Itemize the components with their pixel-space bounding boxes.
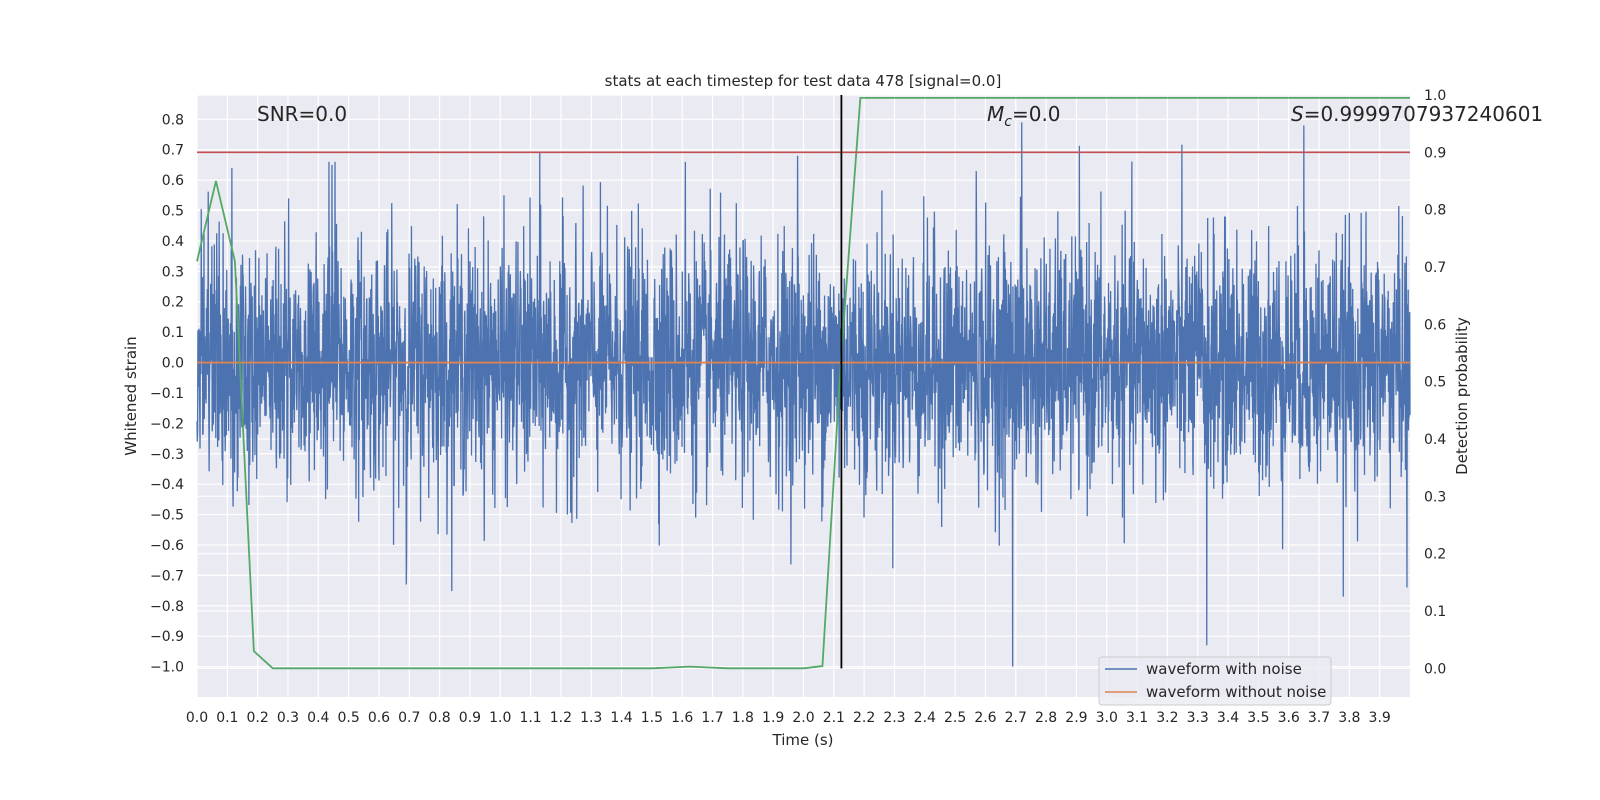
y2-tick-label: 0.7: [1424, 260, 1446, 276]
y-tick-label: 0.4: [162, 234, 184, 250]
x-tick-label: 0.9: [459, 710, 481, 726]
s-symbol: S: [1291, 102, 1304, 126]
y-tick-label: 0.5: [162, 204, 184, 220]
x-tick-label: 0.2: [247, 710, 269, 726]
legend: waveform with noise waveform without noi…: [1098, 656, 1332, 706]
x-tick-label: 0.8: [428, 710, 450, 726]
series-waveform-with-noise: [196, 122, 1411, 667]
s-value: =0.9999707937240601: [1304, 102, 1543, 126]
y-tick-label: −0.2: [150, 416, 184, 432]
y2-axis-label: Detection probability: [1453, 317, 1471, 475]
x-tick-label: 1.2: [550, 710, 572, 726]
x-tick-label: 3.9: [1369, 710, 1391, 726]
x-tick-label: 2.0: [792, 710, 814, 726]
y2-tick-label: 0.9: [1424, 145, 1446, 161]
chart-title: stats at each timestep for test data 478…: [605, 72, 1002, 90]
x-tick-label: 3.2: [1156, 710, 1178, 726]
mc-annotation: Mc=0.0: [987, 102, 1061, 130]
x-axis-label: Time (s): [772, 731, 834, 749]
x-tick-label: 2.9: [1065, 710, 1087, 726]
y2-tick-label: 0.6: [1424, 317, 1446, 333]
y-tick-label: −0.8: [150, 599, 184, 615]
x-tick-label: 3.6: [1278, 710, 1300, 726]
y-tick-label: 0.2: [162, 295, 184, 311]
y-tick-label: 0.7: [162, 143, 184, 159]
y-tick-label: −0.5: [150, 508, 184, 524]
y-tick-label: −0.9: [150, 629, 184, 645]
y-axis-label: Whitened strain: [122, 336, 140, 455]
x-tick-label: 0.6: [368, 710, 390, 726]
x-tick-label: 1.6: [671, 710, 693, 726]
s-annotation: S=0.9999707937240601: [1291, 102, 1543, 126]
y2-tick-label: 0.0: [1424, 661, 1446, 677]
x-tick-label: 2.6: [974, 710, 996, 726]
mc-value: =0.0: [1012, 102, 1061, 126]
y-tick-label: −0.6: [150, 538, 184, 554]
snr-annotation: SNR=0.0: [257, 102, 347, 126]
y2-tick-label: 0.1: [1424, 604, 1446, 620]
y2-tick-label: 1.0: [1424, 88, 1446, 104]
x-tick-label: 0.7: [398, 710, 420, 726]
x-tick-label: 1.1: [519, 710, 541, 726]
x-tick-label: 0.4: [307, 710, 329, 726]
y-tick-label: 0.3: [162, 264, 184, 280]
y-tick-label: 0.8: [162, 112, 184, 128]
x-tick-label: 3.0: [1096, 710, 1118, 726]
x-tick-label: 2.8: [1035, 710, 1057, 726]
x-tick-label: 1.4: [610, 710, 632, 726]
y2-tick-label: 0.8: [1424, 203, 1446, 219]
y-tick-label: 0.6: [162, 173, 184, 189]
y-tick-label: −0.4: [150, 477, 184, 493]
y-tick-label: −0.3: [150, 447, 184, 463]
x-tick-label: 2.1: [823, 710, 845, 726]
x-tick-label: 3.3: [1187, 710, 1209, 726]
y-tick-label: 0.1: [162, 325, 184, 341]
x-tick-label: 2.2: [853, 710, 875, 726]
x-tick-label: 2.5: [944, 710, 966, 726]
x-tick-label: 1.0: [489, 710, 511, 726]
x-tick-label: 0.5: [337, 710, 359, 726]
legend-label-waveform-with-noise: waveform with noise: [1146, 660, 1302, 678]
x-axis-ticks: 0.0 0.1 0.2 0.3 0.4 0.5 0.6 0.7 0.8 0.9 1.0 1.1 1.2 1…: [186, 710, 1391, 726]
x-tick-label: 1.9: [762, 710, 784, 726]
x-tick-label: 0.0: [186, 710, 208, 726]
x-tick-label: 0.3: [277, 710, 299, 726]
y2-tick-label: 0.3: [1424, 489, 1446, 505]
mc-subscript: c: [1004, 114, 1012, 130]
legend-label-waveform-without-noise: waveform without noise: [1146, 683, 1326, 701]
y-tick-label: −0.1: [150, 386, 184, 402]
x-tick-label: 3.7: [1308, 710, 1330, 726]
x-tick-label: 3.4: [1217, 710, 1239, 726]
y-tick-label: −0.7: [150, 568, 184, 584]
y2-tick-label: 0.2: [1424, 547, 1446, 563]
x-tick-label: 1.3: [580, 710, 602, 726]
x-tick-label: 1.8: [732, 710, 754, 726]
legend-box: [1098, 656, 1332, 706]
x-tick-label: 3.8: [1338, 710, 1360, 726]
x-tick-label: 3.5: [1247, 710, 1269, 726]
x-tick-label: 2.4: [914, 710, 936, 726]
y2-axis-ticks: 1.0 0.9 0.8 0.7 0.6 0.5 0.4 0.3 0.2 0.1 0.0: [1424, 88, 1446, 677]
y-axis-ticks: 0.8 0.7 0.6 0.5 0.4 0.3 0.2 0.1 0.0 −0.1 −0.2 −0.3 −…: [150, 112, 184, 675]
x-tick-label: 1.7: [701, 710, 723, 726]
detection-probability-line: [196, 96, 1410, 670]
mc-symbol: M: [987, 102, 1004, 126]
y2-tick-label: 0.5: [1424, 375, 1446, 391]
x-tick-label: 1.5: [641, 710, 663, 726]
plot-area: [196, 95, 1411, 670]
x-tick-label: 0.1: [216, 710, 238, 726]
y2-tick-label: 0.4: [1424, 432, 1446, 448]
y-tick-label: 0.0: [162, 356, 184, 372]
x-tick-label: 2.3: [883, 710, 905, 726]
x-tick-label: 2.7: [1005, 710, 1027, 726]
y-tick-label: −1.0: [150, 660, 184, 676]
x-tick-label: 3.1: [1126, 710, 1148, 726]
